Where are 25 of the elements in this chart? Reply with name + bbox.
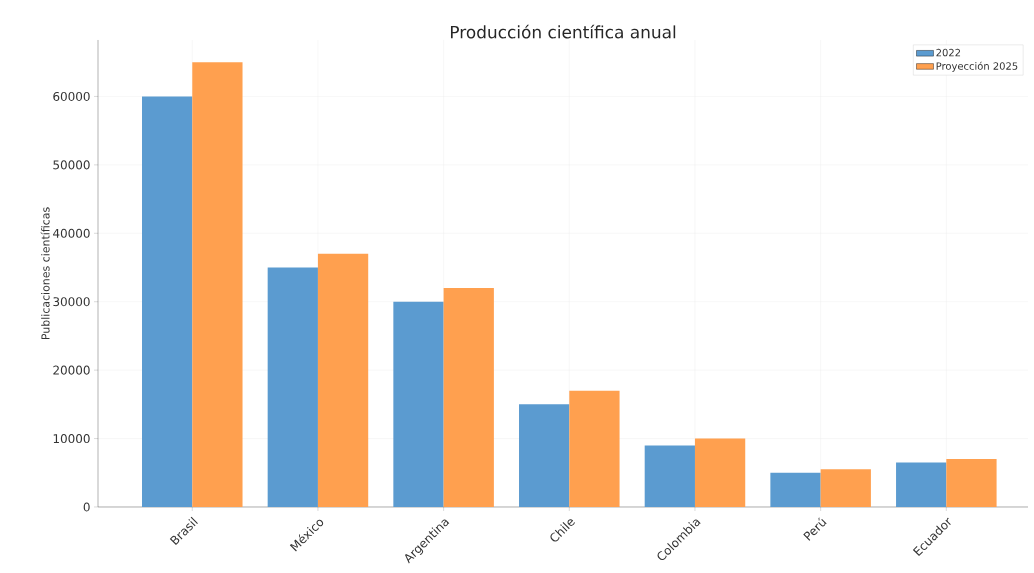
bar	[569, 390, 620, 507]
y-tick-label: 20000	[53, 365, 90, 375]
bar	[142, 96, 193, 507]
bar	[519, 404, 570, 507]
y-tick-label: 40000	[53, 228, 90, 238]
bar	[393, 301, 444, 507]
y-tick-label: 30000	[53, 297, 90, 307]
bar	[267, 267, 318, 507]
bar	[317, 253, 369, 507]
bar	[820, 469, 871, 507]
bar	[946, 459, 997, 507]
bar	[644, 445, 695, 507]
legend-label: Proyección 2025	[936, 61, 1018, 72]
y-tick-label: 10000	[53, 434, 90, 444]
bar	[694, 438, 746, 507]
y-axis-title: Publicaciones científicas	[40, 207, 50, 340]
bar	[192, 62, 243, 507]
y-tick-label: 50000	[53, 160, 90, 170]
bar	[770, 472, 821, 507]
bar	[896, 462, 947, 507]
y-tick-label: 60000	[53, 91, 90, 101]
legend-label: 2022	[936, 48, 961, 57]
chart-title: Producción científica anual	[450, 24, 676, 39]
bar	[443, 288, 494, 507]
y-tick-label: 0	[83, 502, 90, 512]
